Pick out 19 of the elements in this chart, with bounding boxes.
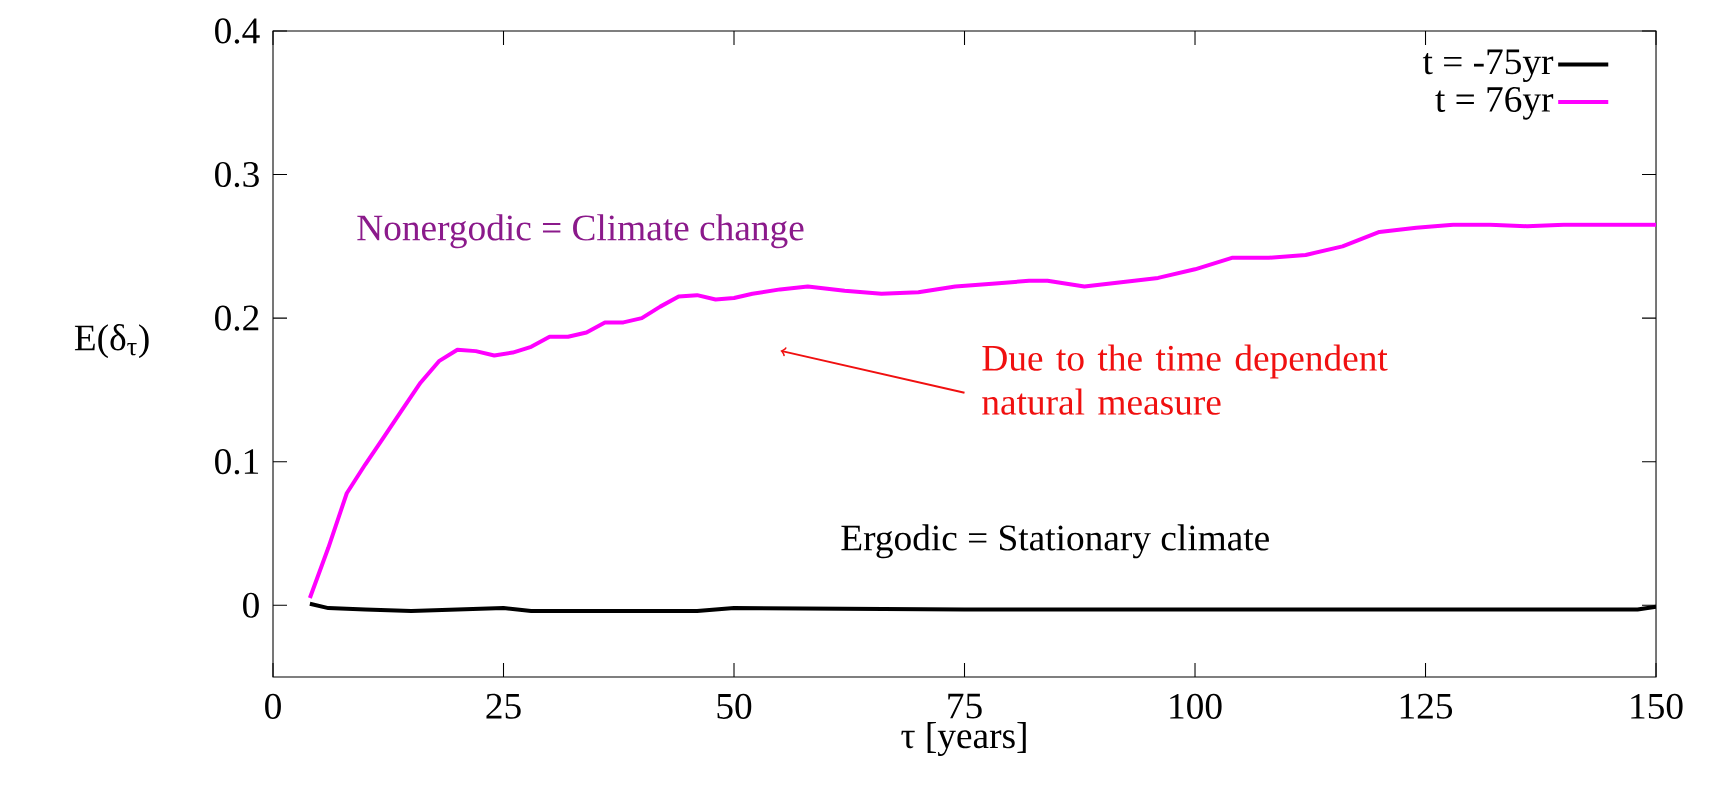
x-tick-label: 0 xyxy=(265,693,281,719)
y-axis-title: E(δ$_{τ}$) xyxy=(74,324,149,359)
x-tick-label: 125 xyxy=(1400,693,1453,719)
annotation: Due to the time dependent natural measure xyxy=(982,344,1388,415)
legend-label: t = -75yr xyxy=(1422,49,1554,83)
y-tick-label: 0.3 xyxy=(215,161,259,188)
x-axis-title: τ [years] xyxy=(901,722,1026,757)
y-tick-label: 0.1 xyxy=(215,448,259,475)
x-tick-label: 100 xyxy=(1170,693,1222,719)
legend-label: t = 76yr xyxy=(1435,86,1554,120)
x-tick-label: 150 xyxy=(1631,693,1683,719)
y-tick-label: 0.4 xyxy=(215,18,260,44)
x-tick-label: 75 xyxy=(948,693,982,719)
annotation: Ergodic = Stationary climate xyxy=(841,524,1269,559)
x-tick-label: 25 xyxy=(486,693,521,719)
y-tick-label: 0.2 xyxy=(215,305,259,331)
y-tick-label: 0 xyxy=(243,592,259,618)
x-tick-label: 50 xyxy=(717,693,752,719)
annotation: Nonergodic = Climate change xyxy=(357,214,804,249)
